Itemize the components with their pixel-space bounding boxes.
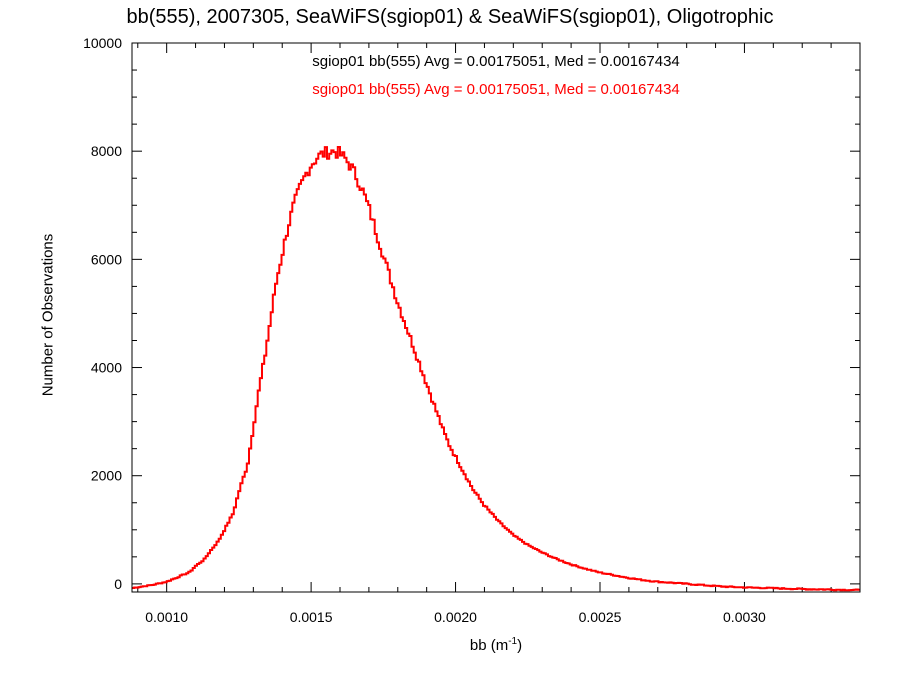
- y-tick-label: 6000: [91, 251, 122, 267]
- x-tick-label: 0.0025: [579, 609, 622, 625]
- legend-entry-2: sgiop01 bb(555) Avg = 0.00175051, Med = …: [312, 81, 680, 98]
- plot-frame: [131, 42, 861, 593]
- x-tick-label: 0.0010: [145, 609, 188, 625]
- x-axis-label: bb (m-1): [132, 636, 860, 654]
- y-tick-label: 0: [114, 576, 122, 592]
- x-axis-label-close: ): [517, 637, 523, 654]
- y-tick-label: 2000: [91, 468, 122, 484]
- y-tick-label: 8000: [91, 143, 122, 159]
- x-tick-label: 0.0020: [434, 609, 477, 625]
- chart-title: bb(555), 2007305, SeaWiFS(sgiop01) & Sea…: [126, 6, 774, 28]
- x-tick-label: 0.0015: [290, 609, 333, 625]
- x-tick-label: 0.0030: [723, 609, 766, 625]
- y-tick-label: 4000: [91, 360, 122, 376]
- legend-entry-1: sgiop01 bb(555) Avg = 0.00175051, Med = …: [312, 53, 680, 70]
- x-axis-label-base: bb (m: [469, 637, 509, 654]
- axis-tick-labels: 0.0010 0.0015 0.0020 0.0025 0.0030 0 2000 4000 6…: [83, 35, 766, 625]
- y-axis-label: Number of Observations: [39, 233, 57, 397]
- x-axis-label-sup: -1: [508, 636, 518, 647]
- axis-ticks: [132, 42, 861, 592]
- y-tick-label: 10000: [83, 35, 122, 51]
- series-line: [132, 146, 860, 592]
